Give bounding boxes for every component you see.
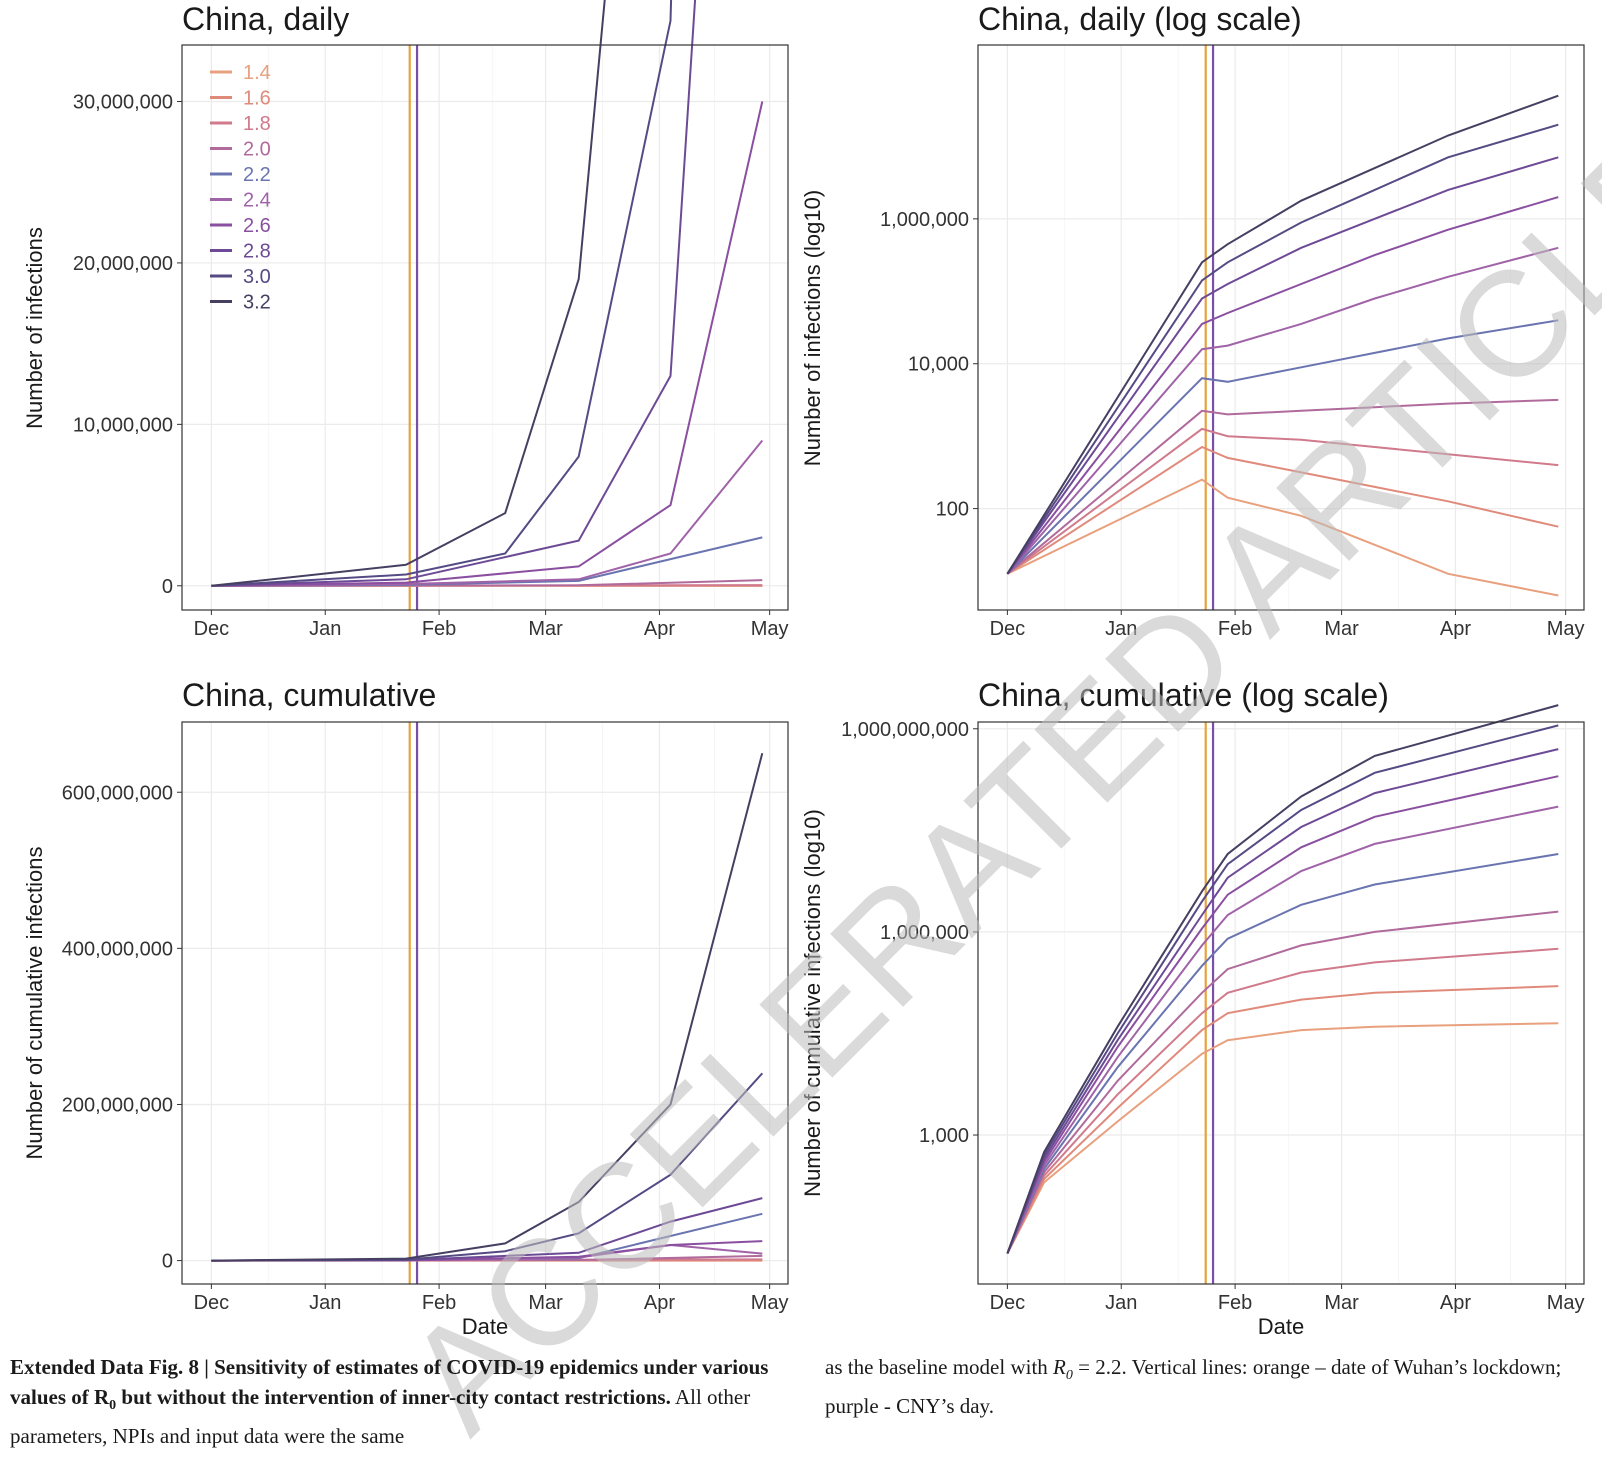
x-tick-label: Dec: [990, 618, 1026, 640]
series-line-3-2: [211, 752, 764, 1262]
x-tick-label: Feb: [422, 1292, 456, 1314]
series-line-1-8: [1006, 947, 1559, 1254]
y-tick-label: 1,000,000: [880, 209, 969, 231]
y-tick-label: 10,000,000: [73, 414, 173, 436]
series-line-1-6: [1006, 445, 1559, 575]
y-tick-label: 600,000,000: [62, 782, 173, 804]
series-line-2-8: [1006, 156, 1559, 575]
series-line-2-8: [211, 0, 697, 587]
x-tick-label: Jan: [309, 1292, 341, 1314]
y-tick-label: 100: [936, 499, 969, 521]
x-tick-label: Mar: [1324, 1292, 1359, 1314]
series-line-1-8: [1006, 427, 1559, 575]
legend-label: 2.0: [243, 139, 271, 161]
panel-daily-log: China, daily (log scale) Dec Jan Feb Mar Apr M…: [800, 1, 1585, 640]
x-tick-label: Dec: [194, 1292, 230, 1314]
x-tick-label: Jan: [1105, 1292, 1137, 1314]
series-line-3-2: [1006, 94, 1559, 575]
series-line-2-4: [1006, 246, 1559, 575]
series-line-2-0: [1006, 398, 1559, 575]
x-tick-label: May: [751, 618, 789, 640]
series-line-2-8: [1006, 748, 1559, 1254]
series-line-2-4: [1006, 805, 1559, 1254]
caption-label: Extended Data Fig. 8 | Sensitivity of es…: [10, 1355, 769, 1414]
panel-cumulative-log: China, cumulative (log scale) Dec Jan Feb Ma…: [800, 677, 1585, 1339]
panel-title: China, cumulative (log scale): [978, 677, 1389, 713]
legend-label: 3.0: [243, 266, 271, 288]
panel-title: China, daily: [182, 1, 349, 37]
series-line-1-4: [1006, 1022, 1559, 1254]
x-tick-label: May: [1547, 618, 1585, 640]
x-tick-label: Feb: [1218, 618, 1252, 640]
legend-label: 3.2: [243, 292, 271, 314]
y-axis-label: Number of cumulative infections: [22, 846, 47, 1159]
y-tick-label: 10,000: [908, 354, 969, 376]
y-axis-label: Number of infections (log10): [800, 190, 825, 466]
series-line-3-0: [1006, 724, 1559, 1254]
x-axis-label: Date: [462, 1314, 508, 1339]
y-tick-label: 1,000,000: [880, 922, 969, 944]
panel-daily: China, daily Dec Jan Feb Mar Apr May 0 10,000,00…: [22, 0, 789, 640]
series-line-3-2: [1006, 704, 1559, 1254]
y-axis-label: Number of infections: [22, 227, 47, 429]
legend-label: 2.4: [243, 190, 271, 212]
x-tick-label: Apr: [1440, 618, 1471, 640]
series-line-2-6: [1006, 775, 1559, 1254]
series-line-2-6: [211, 101, 764, 587]
panel-cumulative: China, cumulative Dec Jan Feb Mar Apr May 0 200,…: [22, 677, 789, 1339]
legend-label: 2.8: [243, 241, 271, 263]
series-line-2-2: [1006, 319, 1559, 575]
x-tick-label: May: [1547, 1292, 1585, 1314]
series-line-3-0: [211, 0, 673, 587]
x-tick-label: Feb: [1218, 1292, 1252, 1314]
x-axis-label: Date: [1258, 1314, 1304, 1339]
series-line-1-6: [1006, 985, 1559, 1254]
x-tick-label: Apr: [644, 618, 675, 640]
series-line-2-0: [1006, 910, 1559, 1254]
panel-title: China, cumulative: [182, 677, 436, 713]
plot-border: [977, 721, 1585, 1285]
plot-border: [181, 721, 789, 1285]
plot-border: [977, 44, 1585, 611]
legend-label: 2.2: [243, 164, 271, 186]
panel-title: China, daily (log scale): [978, 1, 1302, 37]
series-line-3-0: [1006, 123, 1559, 575]
legend: 1.4 1.6 1.8 2.0 2.2 2.4 2.6 2.8 3.0 3.2: [210, 62, 271, 314]
x-tick-label: Mar: [1324, 618, 1359, 640]
y-tick-label: 0: [162, 576, 173, 598]
caption-right: as the baseline model with R0 = 2.2. Ver…: [825, 1355, 1562, 1419]
y-tick-label: 1,000,000,000: [841, 719, 969, 741]
plot-border: [181, 44, 789, 611]
y-tick-label: 400,000,000: [62, 938, 173, 960]
x-tick-label: Dec: [990, 1292, 1026, 1314]
series-line-2-2: [1006, 853, 1559, 1254]
legend-label: 1.4: [243, 62, 271, 84]
y-tick-label: 0: [162, 1251, 173, 1273]
x-tick-label: Jan: [309, 618, 341, 640]
x-tick-label: May: [751, 1292, 789, 1314]
caption-left: Extended Data Fig. 8 | Sensitivity of es…: [10, 1352, 800, 1451]
legend-label: 2.6: [243, 215, 271, 237]
series-line-3-2: [211, 0, 606, 587]
x-tick-label: Mar: [528, 618, 563, 640]
x-tick-label: Mar: [528, 1292, 563, 1314]
y-tick-label: 30,000,000: [73, 92, 173, 114]
legend-label: 1.8: [243, 113, 271, 135]
y-axis-label: Number of cumulative infections (log10): [800, 809, 825, 1197]
y-tick-label: 200,000,000: [62, 1094, 173, 1116]
series-line-1-4: [1006, 478, 1559, 597]
y-tick-label: 1,000: [919, 1125, 969, 1147]
y-tick-label: 20,000,000: [73, 253, 173, 275]
legend-label: 1.6: [243, 88, 271, 110]
x-tick-label: Apr: [1440, 1292, 1471, 1314]
x-tick-label: Apr: [644, 1292, 675, 1314]
x-tick-label: Jan: [1105, 618, 1137, 640]
caption-body-left: All other parameters, NPIs and input dat…: [10, 1385, 751, 1449]
x-tick-label: Feb: [422, 618, 456, 640]
series-line-2-6: [1006, 196, 1559, 575]
x-tick-label: Dec: [194, 618, 230, 640]
